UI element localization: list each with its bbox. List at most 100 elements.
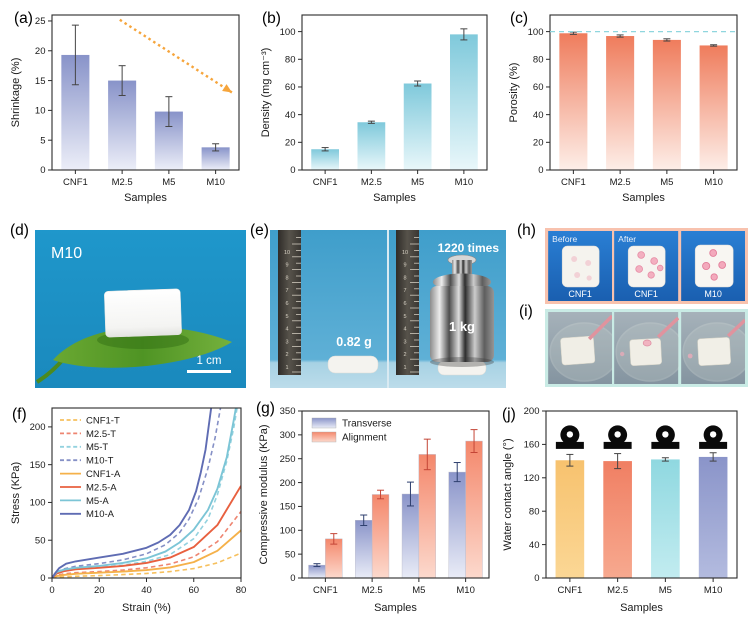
cube1-label: CNF1 [568, 289, 592, 299]
svg-text:Samples: Samples [124, 192, 167, 204]
photo-i1 [548, 312, 613, 384]
photo-e-svg: 1 2 3 4 5 6 7 8 9 10 0.82 g 1 2 3 4 5 6 7 8 9 10 1 kg 1220… [270, 230, 506, 388]
svg-text:40: 40 [529, 540, 540, 551]
svg-text:Alignment: Alignment [342, 433, 387, 444]
svg-text:M2.5: M2.5 [607, 585, 628, 596]
before-label: Before [552, 234, 577, 244]
svg-text:1: 1 [285, 365, 288, 371]
cube-before [561, 245, 600, 288]
svg-text:60: 60 [285, 82, 296, 93]
svg-text:2: 2 [403, 352, 406, 358]
droplet-i2 [643, 339, 652, 347]
svg-text:50: 50 [285, 549, 296, 560]
svg-text:M10: M10 [704, 585, 722, 596]
cube3-label: M10 [704, 289, 722, 299]
svg-text:15: 15 [35, 76, 46, 87]
svg-text:5: 5 [285, 314, 288, 320]
mass-label: 0.82 g [336, 335, 371, 349]
svg-text:4: 4 [403, 327, 406, 333]
svg-text:100: 100 [30, 498, 46, 509]
svg-text:M2.5-A: M2.5-A [86, 482, 117, 493]
svg-text:CNF1-T: CNF1-T [86, 415, 120, 426]
droplets-after-cnf1 [635, 251, 664, 279]
panel-label-b: (b) [262, 10, 281, 27]
svg-text:Samples: Samples [620, 602, 663, 614]
svg-text:0: 0 [40, 165, 45, 176]
svg-text:Stress (KPa): Stress (KPa) [10, 462, 22, 524]
svg-text:6: 6 [285, 301, 288, 307]
svg-text:M10: M10 [455, 177, 473, 188]
svg-text:40: 40 [141, 585, 152, 596]
svg-text:1: 1 [403, 365, 406, 371]
svg-text:Porosity (%): Porosity (%) [508, 63, 520, 123]
svg-text:Density (mg cm⁻³): Density (mg cm⁻³) [260, 48, 272, 138]
sample-name-label: M10 [51, 245, 82, 262]
aerogel-small [327, 355, 379, 374]
times-label: 1220 times [438, 241, 500, 255]
kilogram-weight [430, 254, 494, 367]
svg-text:60: 60 [533, 82, 544, 93]
droplets-after-m10 [701, 249, 726, 281]
svg-text:20: 20 [35, 46, 46, 57]
svg-text:M2.5: M2.5 [362, 585, 383, 596]
panel-label-a: (a) [14, 10, 33, 27]
svg-text:250: 250 [280, 454, 296, 465]
svg-text:3: 3 [285, 339, 288, 345]
svg-text:CNF1: CNF1 [557, 585, 582, 596]
cube-i3 [697, 337, 731, 366]
svg-text:10: 10 [35, 106, 46, 117]
after-label: After [618, 234, 636, 244]
svg-text:120: 120 [524, 473, 540, 484]
svg-text:3: 3 [403, 339, 406, 345]
rolled-droplet-i2 [620, 351, 625, 357]
ruler-right [396, 230, 419, 375]
svg-text:100: 100 [280, 27, 296, 38]
svg-text:CNF1: CNF1 [313, 585, 338, 596]
panel-label-j: (j) [502, 406, 516, 423]
svg-text:M5-T: M5-T [86, 442, 108, 453]
svg-text:Compressive modulus (KPa): Compressive modulus (KPa) [258, 425, 270, 565]
aerogel-block [104, 288, 182, 338]
svg-text:5: 5 [403, 314, 406, 320]
svg-text:Transverse: Transverse [342, 419, 392, 430]
scale-bar-label: 1 cm [197, 355, 222, 367]
svg-text:M10: M10 [206, 177, 224, 188]
svg-text:160: 160 [524, 440, 540, 451]
chart-svg-b: 0 20 40 60 80 100 CNF1 M2.5 M5 M10 Samples Density … [260, 14, 488, 204]
leaf [53, 326, 232, 368]
svg-text:M10-A: M10-A [86, 509, 115, 520]
chart-svg-f: 0 50 100 150 200 0 20 40 60 80 CNF1-T M2.5-T M5-T M10… [10, 407, 247, 614]
svg-text:M5: M5 [162, 177, 175, 188]
svg-text:20: 20 [533, 138, 544, 149]
svg-text:Shrinkage (%): Shrinkage (%) [10, 58, 22, 128]
pipette-i3 [726, 318, 745, 338]
svg-text:10: 10 [402, 250, 408, 256]
svg-text:0: 0 [534, 573, 539, 584]
svg-text:Samples: Samples [374, 602, 417, 614]
svg-text:40: 40 [285, 110, 296, 121]
svg-text:80: 80 [236, 585, 247, 596]
svg-text:CNF1: CNF1 [561, 177, 586, 188]
chart-water-contact-angle: 0 40 80 120 160 200 CNF1 M2.5 M5 M10 Samples Water … [498, 402, 746, 616]
photo-i2 [614, 312, 679, 384]
rolled-droplet-i3 [687, 353, 693, 359]
chart-porosity: 0 20 40 60 80 100 CNF1 M2.5 M5 M10 Samples Porosity… [504, 6, 746, 206]
droplet-stains-before [571, 256, 592, 281]
svg-text:50: 50 [35, 535, 46, 546]
chart-svg-c: 0 20 40 60 80 100 CNF1 M2.5 M5 M10 Samples Porosity… [508, 14, 738, 204]
chart-compressive-modulus: 0 50 100 150 200 250 300 350 CNF1 M2.5 M5 M10 Transv… [254, 402, 496, 616]
photo-d-svg: M10 1 cm [35, 230, 246, 388]
svg-text:40: 40 [533, 110, 544, 121]
photo-h3: M10 [680, 231, 745, 301]
svg-text:200: 200 [30, 422, 46, 433]
ruler-left-marks: 1 2 3 4 5 6 7 8 9 10 [284, 237, 301, 373]
svg-text:7: 7 [285, 288, 288, 294]
svg-text:M5: M5 [411, 177, 424, 188]
svg-text:M2.5: M2.5 [361, 177, 382, 188]
svg-text:M5-A: M5-A [86, 496, 109, 507]
svg-text:20: 20 [285, 138, 296, 149]
ruler-left [278, 230, 301, 375]
panel-label-f: (f) [12, 406, 27, 423]
svg-text:80: 80 [285, 54, 296, 65]
svg-text:150: 150 [280, 502, 296, 513]
